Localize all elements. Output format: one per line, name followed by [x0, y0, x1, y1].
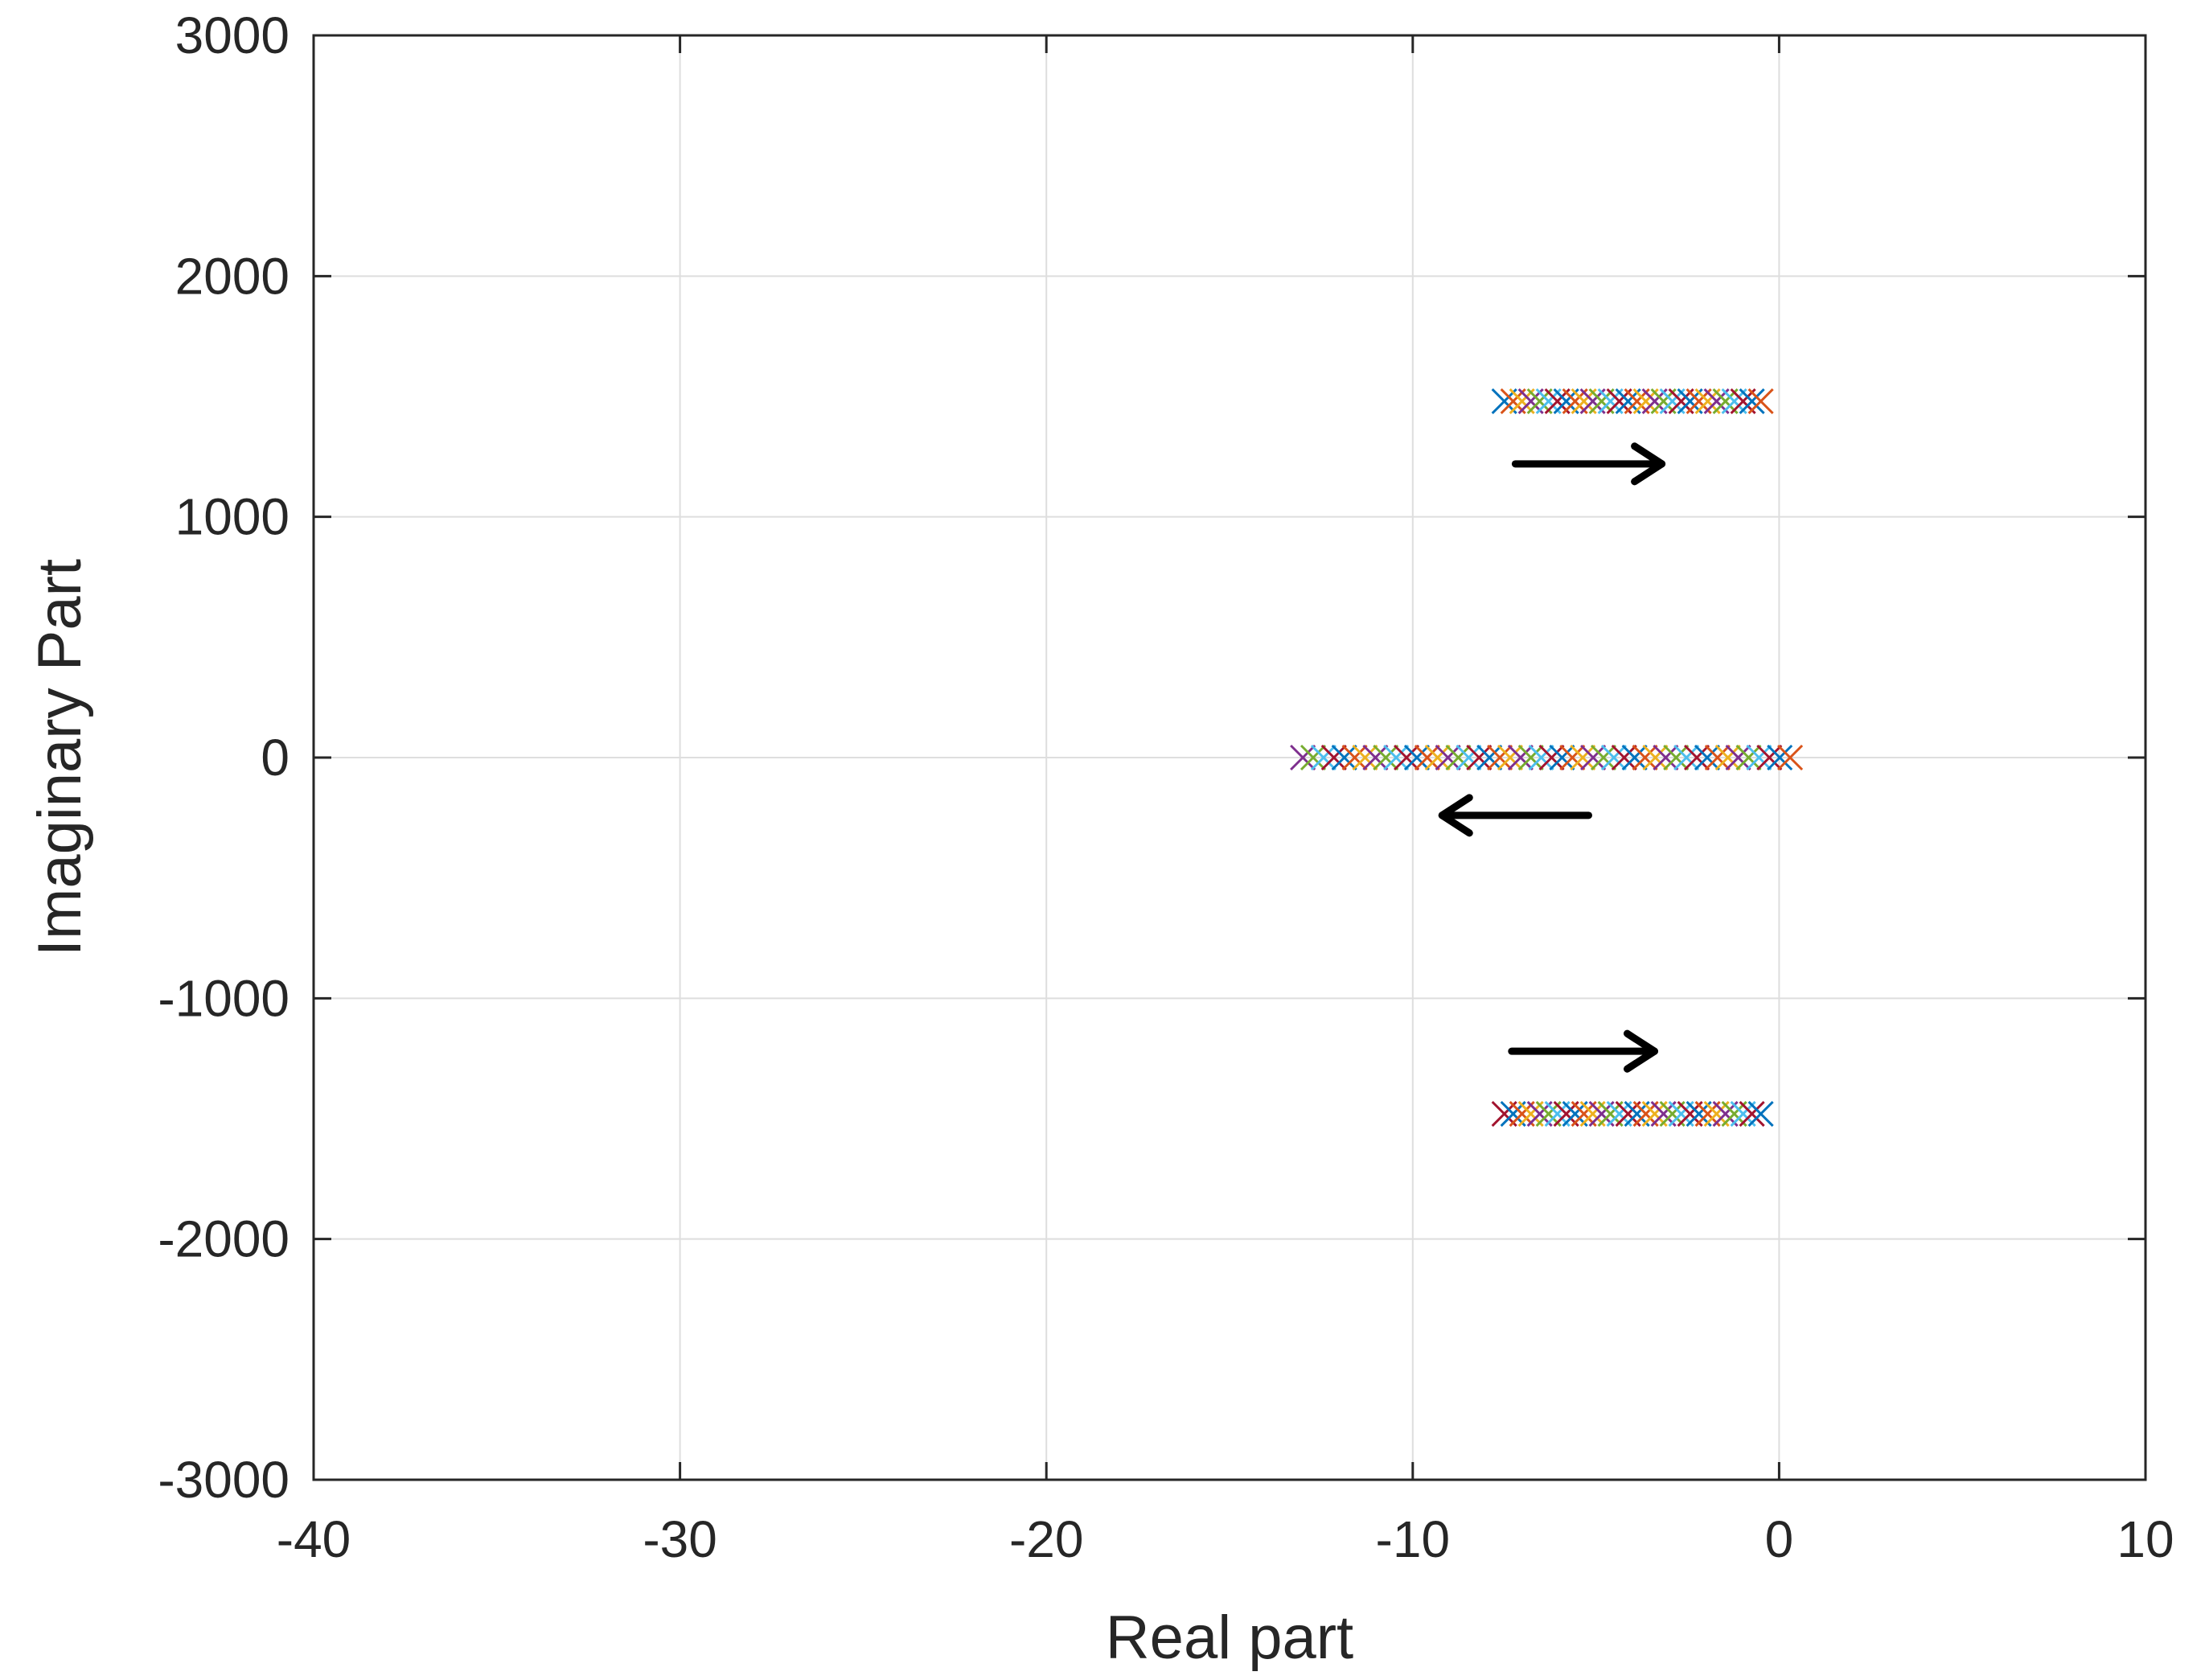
- pole-marker: [1663, 744, 1690, 771]
- pole-marker: [1393, 744, 1420, 771]
- pole-marker: [1487, 744, 1513, 771]
- pole-marker: [1747, 388, 1774, 415]
- pole-marker: [1507, 744, 1534, 771]
- pole-marker: [1517, 744, 1544, 771]
- x-tick-label: -40: [277, 1510, 351, 1568]
- pole-marker: [1725, 744, 1751, 771]
- pole-marker: [1683, 744, 1710, 771]
- pole-marker: [1767, 744, 1793, 771]
- y-tick-label: -3000: [158, 1451, 289, 1509]
- x-axis-label: Real part: [1106, 1604, 1353, 1672]
- pole-marker: [1747, 1100, 1774, 1128]
- direction-arrows: [1438, 442, 1666, 1073]
- pole-marker: [1424, 744, 1451, 771]
- pole-marker: [1739, 388, 1765, 415]
- pole-marker: [1456, 744, 1482, 771]
- pole-marker: [1300, 744, 1327, 771]
- pole-marker: [1714, 744, 1741, 771]
- pole-marker: [1570, 744, 1596, 771]
- direction-arrow: [1511, 442, 1666, 486]
- y-tick-label: -1000: [158, 969, 289, 1027]
- pole-marker: [1600, 744, 1627, 771]
- pole-marker: [1704, 744, 1731, 771]
- x-tick-label: -10: [1376, 1510, 1451, 1568]
- y-tick-label: 3000: [175, 6, 289, 64]
- pole-marker: [1352, 744, 1378, 771]
- direction-arrow: [1438, 794, 1592, 837]
- pole-marker: [1642, 744, 1669, 771]
- y-tick-label: 2000: [175, 247, 289, 305]
- pole-marker: [1383, 744, 1410, 771]
- pole-marker: [1528, 744, 1554, 771]
- y-tick-label: 1000: [175, 488, 289, 546]
- pole-marker: [1549, 744, 1575, 771]
- pole-marker: [1590, 744, 1617, 771]
- y-tick-label: 0: [261, 729, 289, 787]
- pole-marker: [1621, 744, 1648, 771]
- pole-marker: [1290, 744, 1316, 771]
- pole-marker: [1435, 744, 1461, 771]
- pole-marker: [1673, 744, 1700, 771]
- x-tick-labels: -40 -30 -20 -10 0 10: [277, 1510, 2174, 1568]
- axis-ticks: [312, 34, 2147, 1481]
- pole-marker: [1373, 744, 1399, 771]
- pole-marker: [1653, 744, 1679, 771]
- y-tick-label: -2000: [158, 1210, 289, 1268]
- pole-marker: [1403, 744, 1430, 771]
- x-tick-label: 10: [2117, 1510, 2174, 1568]
- y-tick-labels: -3000 -2000 -1000 0 1000 2000 3000: [158, 6, 289, 1509]
- pole-marker: [1497, 744, 1524, 771]
- pole-marker: [1362, 744, 1389, 771]
- pole-markers: [1290, 388, 1804, 1128]
- pole-marker: [1739, 1100, 1765, 1128]
- pole-marker: [1559, 744, 1586, 771]
- pole-marker: [1320, 744, 1347, 771]
- pole-marker: [1746, 744, 1772, 771]
- pole-marker: [1414, 744, 1440, 771]
- pole-marker: [1310, 744, 1337, 771]
- pole-marker: [1632, 744, 1658, 771]
- pole-marker: [1756, 744, 1783, 771]
- pole-marker: [1476, 744, 1503, 771]
- x-tick-label: -30: [643, 1510, 717, 1568]
- pole-marker: [1538, 744, 1565, 771]
- pole-marker: [1445, 744, 1472, 771]
- pole-marker: [1331, 744, 1357, 771]
- grid-lines: [314, 35, 2145, 1480]
- pole-marker: [1611, 744, 1637, 771]
- pole-marker: [1466, 744, 1493, 771]
- x-tick-label: -20: [1009, 1510, 1084, 1568]
- direction-arrow: [1508, 1029, 1658, 1073]
- x-tick-label: 0: [1765, 1510, 1794, 1568]
- pole-marker: [1694, 744, 1720, 771]
- y-axis-label: Imaginary Part: [26, 559, 94, 956]
- pole-marker: [1341, 744, 1368, 771]
- pole-marker: [1580, 744, 1607, 771]
- pole-marker: [1735, 744, 1762, 771]
- pole-marker: [1777, 744, 1804, 771]
